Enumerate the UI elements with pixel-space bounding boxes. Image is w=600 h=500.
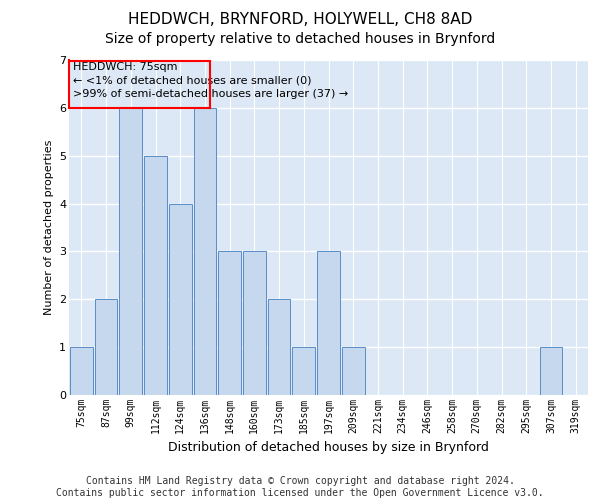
Y-axis label: Number of detached properties: Number of detached properties [44, 140, 53, 315]
Bar [243, 252, 266, 395]
Text: HEDDWCH, BRYNFORD, HOLYWELL, CH8 8AD: HEDDWCH, BRYNFORD, HOLYWELL, CH8 8AD [128, 12, 472, 28]
Bar [194, 108, 216, 395]
Bar [539, 347, 562, 395]
Bar [95, 300, 118, 395]
Bar [268, 300, 290, 395]
Bar [119, 108, 142, 395]
Bar [169, 204, 191, 395]
Bar [218, 252, 241, 395]
Text: HEDDWCH: 75sqm
← <1% of detached houses are smaller (0)
>99% of semi-detached ho: HEDDWCH: 75sqm ← <1% of detached houses … [73, 62, 348, 99]
Bar [342, 347, 365, 395]
Text: Size of property relative to detached houses in Brynford: Size of property relative to detached ho… [105, 32, 495, 46]
X-axis label: Distribution of detached houses by size in Brynford: Distribution of detached houses by size … [168, 442, 489, 454]
Bar [70, 347, 93, 395]
Bar [144, 156, 167, 395]
Bar [292, 347, 315, 395]
Text: Contains HM Land Registry data © Crown copyright and database right 2024.
Contai: Contains HM Land Registry data © Crown c… [56, 476, 544, 498]
Bar [317, 252, 340, 395]
